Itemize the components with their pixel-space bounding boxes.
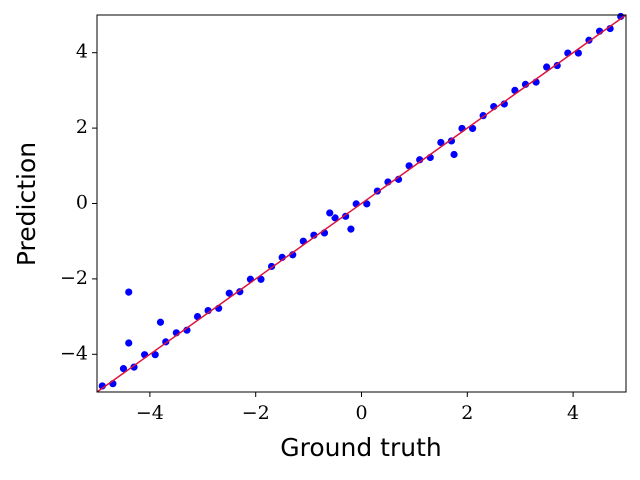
point [298, 236, 308, 246]
x-axis-label: Ground truth [280, 433, 441, 462]
point [510, 86, 520, 95]
point [325, 208, 335, 218]
point [193, 312, 202, 322]
y-tick-label: 4 [76, 41, 88, 63]
y-tick-label: −2 [60, 267, 88, 289]
reference-line [96, 14, 627, 393]
y-tick-label: −4 [60, 342, 88, 364]
y-axis-label: Prediction [12, 142, 41, 266]
point [129, 362, 139, 372]
point [235, 287, 245, 297]
x-tick-label: 4 [567, 402, 579, 424]
point [447, 136, 456, 146]
plot-frame [96, 14, 627, 393]
point [124, 338, 134, 348]
y-tick-label: 0 [76, 192, 88, 214]
point [156, 317, 165, 327]
point [346, 224, 356, 234]
point [124, 287, 134, 297]
y-tick-label: 2 [76, 116, 88, 138]
point [449, 150, 459, 159]
point [552, 61, 562, 70]
point [341, 211, 351, 221]
x-tick-label: 2 [461, 402, 473, 424]
x-tick-label: 0 [355, 402, 367, 424]
x-tick-label: −4 [136, 402, 164, 424]
point [404, 161, 414, 171]
x-tick-label: −2 [242, 402, 270, 424]
